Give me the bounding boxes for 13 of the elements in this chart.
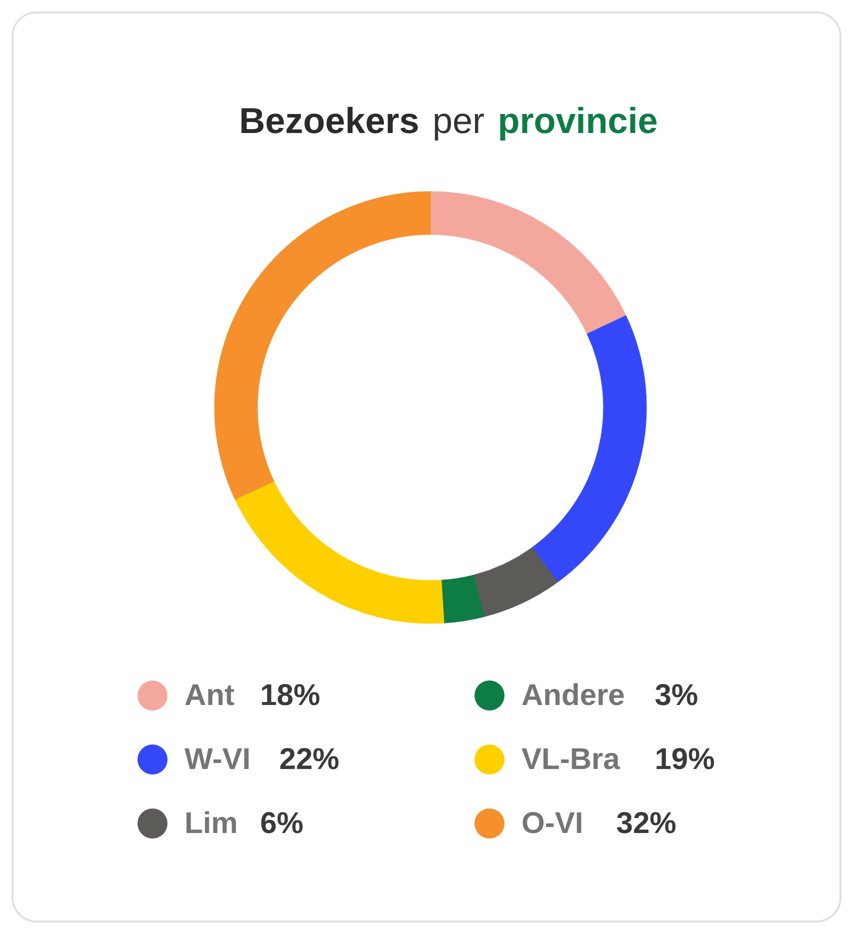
legend-label: Andere: [522, 679, 625, 712]
data-label: 22%: [279, 743, 340, 776]
legend-label: W-VI: [184, 743, 251, 776]
data-label: 6%: [260, 807, 304, 840]
data-label: 32%: [616, 807, 676, 840]
legend-label: Lim: [184, 807, 238, 840]
legend-label: O-VI: [522, 807, 584, 840]
data-label: 3%: [654, 679, 698, 712]
legend-label: VL-Bra: [522, 743, 620, 776]
legend-label: Ant: [184, 679, 234, 712]
data-label: 19%: [654, 743, 715, 776]
data-label: 18%: [260, 679, 320, 712]
chart-title: Bezoekers per provincie: [239, 100, 658, 141]
